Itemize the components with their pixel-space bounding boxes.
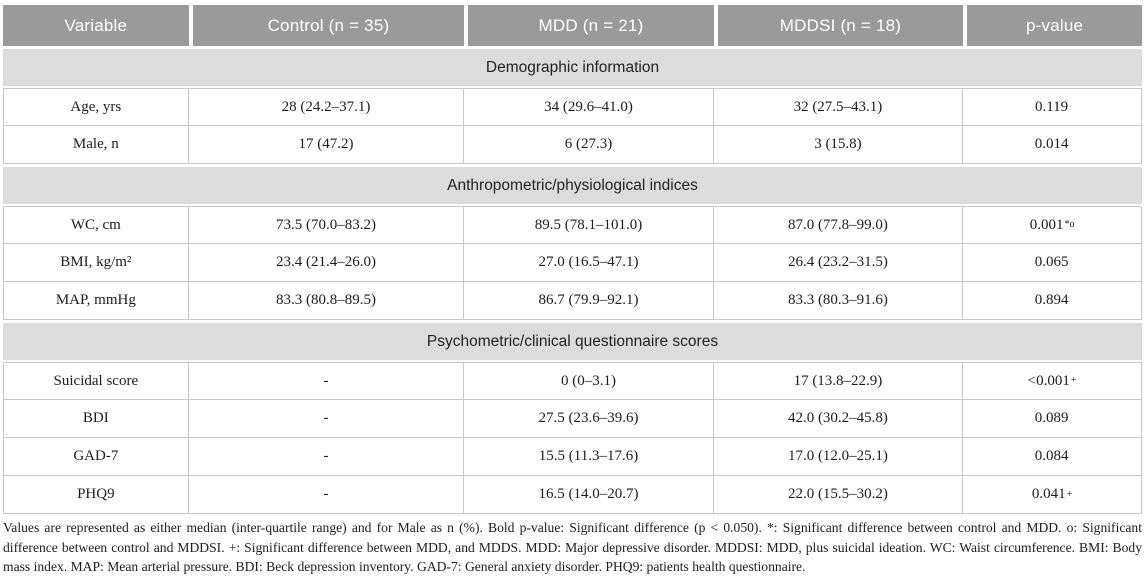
section-header-psychometric: Psychometric/clinical questionnaire scor… <box>3 323 1142 360</box>
p-value-text: 0.089 <box>1034 410 1069 426</box>
column-header-variable: Variable <box>64 15 128 35</box>
column-header-control: Control (n = 35) <box>188 5 465 46</box>
section-body-demographic: Age, yrs 28 (24.2–37.1) 34 (29.6–41.0) 3… <box>3 88 1142 164</box>
cell-mdd: 27.0 (16.5–47.1) <box>464 244 714 282</box>
table-row-map: MAP, mmHg 83.3 (80.8–89.5) 86.7 (79.9–92… <box>3 282 1142 320</box>
cell-mddsi: 22.0 (15.5–30.2) <box>713 476 964 514</box>
row-label: MAP, mmHg <box>3 282 189 320</box>
cell-mddsi: 17 (13.8–22.9) <box>713 362 964 400</box>
cell-control: - <box>188 438 465 476</box>
section-header-anthropometric: Anthropometric/physiological indices <box>3 167 1142 204</box>
row-label: BMI, kg/m² <box>3 244 189 282</box>
row-label: PHQ9 <box>3 476 189 514</box>
cell-mdd: 27.5 (23.6–39.6) <box>464 400 714 438</box>
cell-p-value: 0.119 <box>963 88 1142 126</box>
cell-control: - <box>188 476 465 514</box>
table-header-row: Variable Control (n = 35) MDD (n = 21) M… <box>3 5 1142 46</box>
row-label: BDI <box>3 400 189 438</box>
table-row-phq9: PHQ9 - 16.5 (14.0–20.7) 22.0 (15.5–30.2)… <box>3 476 1142 514</box>
p-value-text: 0.119 <box>1034 98 1069 115</box>
p-value-text: 0.065 <box>1034 254 1069 270</box>
cell-mddsi: 83.3 (80.3–91.6) <box>713 282 964 320</box>
row-label: Age, yrs <box>3 88 189 126</box>
row-label: GAD-7 <box>3 438 189 476</box>
section-body-anthropometric: WC, cm 73.5 (70.0–83.2) 89.5 (78.1–101.0… <box>3 206 1142 320</box>
cell-control: 28 (24.2–37.1) <box>188 88 465 126</box>
column-header-mdd: MDD (n = 21) <box>464 5 713 46</box>
cell-mddsi: 42.0 (30.2–45.8) <box>713 400 964 438</box>
cell-mddsi: 87.0 (77.8–99.0) <box>713 206 964 244</box>
table-row-wc: WC, cm 73.5 (70.0–83.2) 89.5 (78.1–101.0… <box>3 206 1142 244</box>
cell-p-value: 0.894 <box>963 282 1142 320</box>
table-row-bdi: BDI - 27.5 (23.6–39.6) 42.0 (30.2–45.8) … <box>3 400 1142 438</box>
p-value-text: 0.014 <box>1034 136 1069 152</box>
cell-p-value: <0.001 + <box>963 362 1142 400</box>
table-row-bmi: BMI, kg/m² 23.4 (21.4–26.0) 27.0 (16.5–4… <box>3 244 1142 282</box>
cell-control: - <box>188 362 465 400</box>
p-value-text: 0.894 <box>1034 292 1069 308</box>
column-header-mddsi: MDDSI (n = 18) <box>713 5 963 46</box>
cell-control: 83.3 (80.8–89.5) <box>188 282 465 320</box>
row-label: WC, cm <box>3 206 189 244</box>
cell-control: - <box>188 400 465 438</box>
cell-mdd: 89.5 (78.1–101.0) <box>464 206 714 244</box>
cell-p-value: 0.089 <box>963 400 1142 438</box>
p-value-text: 0.084 <box>1034 448 1069 464</box>
cell-mddsi: 3 (15.8) <box>713 126 964 164</box>
section-body-psychometric: Suicidal score - 0 (0–3.1) 17 (13.8–22.9… <box>3 362 1142 514</box>
column-header-p-value: p-value <box>963 5 1142 46</box>
table-row-suicidal-score: Suicidal score - 0 (0–3.1) 17 (13.8–22.9… <box>3 362 1142 400</box>
section-header-demographic: Demographic information <box>3 49 1142 86</box>
table-row-gad7: GAD-7 - 15.5 (11.3–17.6) 17.0 (12.0–25.1… <box>3 438 1142 476</box>
cell-p-value: 0.014 <box>963 126 1142 164</box>
cell-p-value: 0.001 *o <box>963 206 1142 244</box>
cell-mdd: 86.7 (79.9–92.1) <box>464 282 714 320</box>
p-value-text: 0.001 <box>1029 216 1064 233</box>
cell-p-value: 0.065 <box>963 244 1142 282</box>
cell-mdd: 0 (0–3.1) <box>464 362 714 400</box>
cell-control: 23.4 (21.4–26.0) <box>188 244 465 282</box>
p-value-text: 0.041 <box>1031 486 1066 502</box>
cell-mdd: 16.5 (14.0–20.7) <box>464 476 714 514</box>
cell-p-value: 0.084 <box>963 438 1142 476</box>
table-row-male: Male, n 17 (47.2) 6 (27.3) 3 (15.8) 0.01… <box>3 126 1142 164</box>
cell-control: 73.5 (70.0–83.2) <box>188 206 465 244</box>
cell-control: 17 (47.2) <box>188 126 465 164</box>
cell-mddsi: 17.0 (12.0–25.1) <box>713 438 964 476</box>
table-footnote: Values are represented as either median … <box>3 520 1142 574</box>
cell-mdd: 34 (29.6–41.0) <box>464 88 714 126</box>
p-value-text: <0.001 <box>1027 372 1070 389</box>
cell-mdd: 15.5 (11.3–17.6) <box>464 438 714 476</box>
cell-p-value: 0.041 + <box>963 476 1142 514</box>
cell-mddsi: 26.4 (23.2–31.5) <box>713 244 964 282</box>
cell-mddsi: 32 (27.5–43.1) <box>713 88 964 126</box>
table-row-age: Age, yrs 28 (24.2–37.1) 34 (29.6–41.0) 3… <box>3 88 1142 126</box>
row-label: Suicidal score <box>3 362 189 400</box>
cell-mdd: 6 (27.3) <box>464 126 714 164</box>
row-label: Male, n <box>3 126 189 164</box>
